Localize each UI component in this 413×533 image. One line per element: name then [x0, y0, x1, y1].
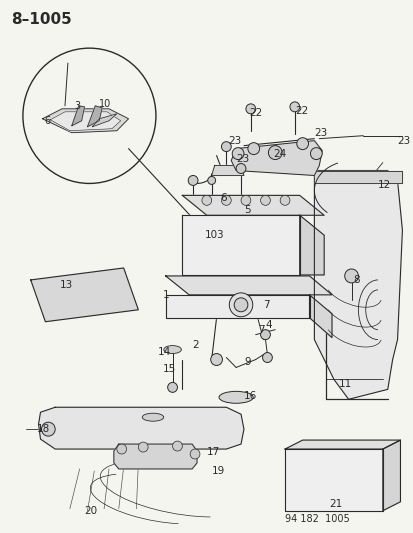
- Text: 22: 22: [294, 106, 307, 116]
- Circle shape: [210, 353, 222, 366]
- Polygon shape: [313, 171, 401, 399]
- Circle shape: [344, 269, 358, 283]
- Text: 4: 4: [265, 320, 271, 330]
- Circle shape: [235, 164, 245, 173]
- Polygon shape: [182, 196, 323, 215]
- Text: 8: 8: [353, 275, 359, 285]
- Text: 13: 13: [60, 280, 73, 290]
- Text: 6: 6: [44, 116, 50, 126]
- Polygon shape: [182, 215, 299, 275]
- Polygon shape: [299, 215, 323, 275]
- Text: 11: 11: [338, 379, 351, 390]
- Circle shape: [229, 293, 252, 317]
- Text: 2: 2: [192, 340, 198, 350]
- Polygon shape: [92, 114, 116, 127]
- Circle shape: [188, 175, 197, 185]
- Polygon shape: [313, 171, 401, 183]
- Polygon shape: [285, 440, 399, 449]
- Circle shape: [23, 48, 156, 183]
- Polygon shape: [87, 106, 102, 127]
- Text: 19: 19: [211, 466, 224, 476]
- Text: 10: 10: [99, 99, 111, 109]
- Text: 23: 23: [396, 136, 410, 146]
- Polygon shape: [309, 295, 331, 337]
- Circle shape: [41, 422, 55, 436]
- Circle shape: [289, 102, 299, 112]
- Text: 3: 3: [75, 101, 81, 111]
- Circle shape: [221, 142, 231, 151]
- Polygon shape: [165, 276, 331, 295]
- Text: 6: 6: [220, 193, 227, 204]
- Polygon shape: [43, 109, 128, 133]
- Polygon shape: [71, 106, 84, 126]
- Circle shape: [207, 176, 215, 184]
- Text: 9: 9: [243, 357, 250, 367]
- Text: 10: 10: [204, 230, 217, 240]
- Text: 17: 17: [206, 447, 220, 457]
- Circle shape: [262, 352, 272, 362]
- Circle shape: [167, 382, 177, 392]
- Text: 1: 1: [162, 290, 169, 300]
- Text: 23: 23: [235, 154, 249, 164]
- Circle shape: [247, 143, 259, 155]
- Polygon shape: [231, 141, 321, 175]
- Ellipse shape: [218, 391, 253, 403]
- Circle shape: [260, 196, 270, 205]
- Circle shape: [221, 196, 231, 205]
- Text: 94 182  1005: 94 182 1005: [285, 514, 349, 524]
- Circle shape: [260, 330, 270, 340]
- Circle shape: [280, 196, 289, 205]
- Text: 3: 3: [216, 230, 223, 240]
- Polygon shape: [31, 268, 138, 322]
- Text: 15: 15: [162, 365, 176, 375]
- Polygon shape: [211, 166, 243, 175]
- Circle shape: [138, 442, 148, 452]
- Circle shape: [202, 196, 211, 205]
- Text: 12: 12: [377, 181, 390, 190]
- Polygon shape: [165, 295, 309, 318]
- Circle shape: [234, 298, 247, 312]
- Text: 7: 7: [263, 300, 270, 310]
- Circle shape: [245, 104, 255, 114]
- Text: 20: 20: [84, 506, 97, 516]
- Circle shape: [296, 138, 308, 150]
- Text: 8–1005: 8–1005: [11, 12, 72, 27]
- Polygon shape: [50, 112, 121, 131]
- Text: 23: 23: [228, 136, 241, 146]
- Polygon shape: [38, 407, 243, 449]
- Text: 24: 24: [273, 149, 286, 159]
- Ellipse shape: [164, 345, 181, 353]
- Text: 23: 23: [313, 128, 327, 138]
- Text: 5: 5: [243, 205, 250, 215]
- Text: 22: 22: [248, 108, 261, 118]
- Circle shape: [190, 449, 199, 459]
- Text: 18: 18: [36, 424, 50, 434]
- Circle shape: [240, 196, 250, 205]
- Circle shape: [172, 441, 182, 451]
- Text: 7: 7: [257, 325, 263, 335]
- Polygon shape: [382, 440, 399, 511]
- Circle shape: [268, 146, 281, 159]
- Text: 16: 16: [243, 391, 256, 401]
- Text: 14: 14: [157, 346, 171, 357]
- Ellipse shape: [142, 413, 164, 421]
- Circle shape: [116, 444, 126, 454]
- Circle shape: [310, 148, 321, 159]
- Polygon shape: [285, 449, 382, 511]
- Polygon shape: [114, 444, 197, 469]
- Text: 21: 21: [328, 499, 342, 509]
- Circle shape: [232, 148, 243, 159]
